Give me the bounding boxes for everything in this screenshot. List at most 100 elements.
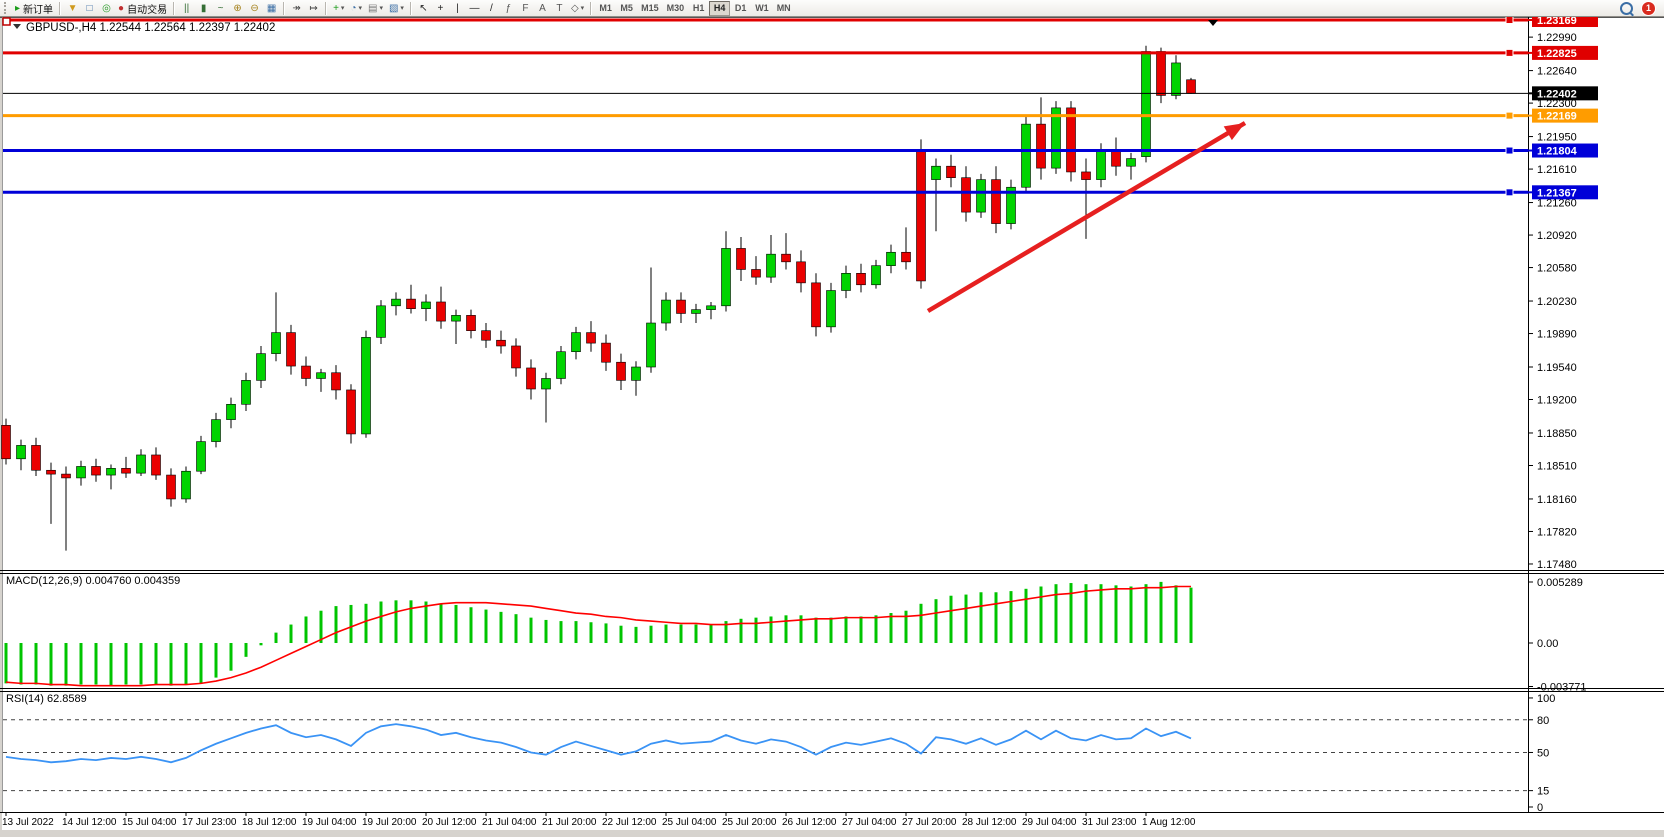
candle-body <box>601 342 611 363</box>
line-chart-icon[interactable]: ~ <box>212 1 229 16</box>
rsi-axis-label: 50 <box>1537 747 1549 759</box>
zoom-out-icon: ⊖ <box>250 2 259 14</box>
signals-icon: ◎ <box>102 2 111 14</box>
timeframe-button-h4[interactable]: H4 <box>709 0 731 16</box>
price-tick-label: 1.22990 <box>1537 32 1577 44</box>
chart-style-icon[interactable]: ▧ ▾ <box>386 1 407 16</box>
price-badge-label: 1.21367 <box>1537 187 1577 199</box>
candle-body <box>916 150 926 282</box>
crosshair-icon: + <box>437 2 444 14</box>
dropdown-caret-icon[interactable]: ▾ <box>358 5 362 12</box>
text-label-icon[interactable]: T <box>551 1 568 16</box>
candle-body <box>556 351 566 379</box>
indicators-icon: + <box>333 2 339 14</box>
timeframe-button-d1[interactable]: D1 <box>734 3 747 13</box>
vertical-line-icon[interactable]: | <box>449 1 466 16</box>
arrow-tools-icon[interactable]: ◇ ▾ <box>568 1 587 16</box>
dropdown-caret-icon[interactable]: ▾ <box>400 5 404 12</box>
signals-icon[interactable]: ◎ <box>98 1 115 16</box>
candle-body <box>346 389 356 435</box>
time-tick-label: 31 Jul 23:00 <box>1082 817 1137 828</box>
price-tick-label: 1.21610 <box>1537 164 1577 176</box>
line-handle[interactable] <box>1505 111 1514 120</box>
zoom-in-icon[interactable]: ⊕ <box>229 1 246 16</box>
trend-arrow-line[interactable] <box>926 121 1247 313</box>
horizontal-line-icon: — <box>469 2 480 14</box>
dropdown-caret-icon[interactable]: ▾ <box>379 5 383 12</box>
chart-shift-icon[interactable]: ↦ <box>305 1 322 16</box>
line-handle[interactable] <box>1505 188 1514 197</box>
zoom-out-icon[interactable]: ⊖ <box>246 1 263 16</box>
candle-body <box>661 299 671 324</box>
crosshair-icon[interactable]: + <box>432 1 449 16</box>
chart-title: GBPUSD-,H4 1.22544 1.22564 1.22397 1.224… <box>26 22 275 34</box>
history-data-icon[interactable]: ▼ <box>64 1 81 16</box>
new-order-button[interactable]: ▸ 新订单 <box>12 1 56 16</box>
autotrading-button[interactable]: ● 自动交易 <box>115 1 170 16</box>
timeframe-button-h1[interactable]: H1 <box>692 3 705 13</box>
candlestick-chart-icon[interactable]: ▮ <box>195 1 212 16</box>
line-handle[interactable] <box>1505 16 1514 25</box>
candle-body <box>871 265 881 286</box>
time-tick-label: 27 Jul 20:00 <box>902 817 957 828</box>
trend-arrow-head[interactable] <box>1223 123 1245 141</box>
toolbar-drag-handle[interactable] <box>4 2 10 14</box>
time-tick-label: 28 Jul 12:00 <box>962 817 1017 828</box>
search-icon[interactable] <box>1620 1 1633 15</box>
title-collapse-icon[interactable] <box>13 24 21 29</box>
indicators-icon[interactable]: + ▾ <box>330 1 347 16</box>
toolbar-separator <box>590 1 593 15</box>
price-badge <box>1532 45 1598 60</box>
window-bottom-edge <box>0 830 1664 837</box>
fibonacci-icon[interactable]: F <box>517 1 534 16</box>
price-tick-label: 1.17820 <box>1537 526 1577 538</box>
horizontal-line-icon[interactable]: — <box>466 1 483 16</box>
notification-badge[interactable]: 1 <box>1641 0 1656 16</box>
timeframe-button-m5[interactable]: M5 <box>620 3 633 13</box>
timeframe-button-m1[interactable]: M1 <box>599 3 612 13</box>
periods-icon: ◔ <box>350 2 357 14</box>
auto-scroll-icon[interactable]: ↠ <box>288 1 305 16</box>
new-chart-icon[interactable]: □ <box>81 1 98 16</box>
bar-chart-icon[interactable]: || <box>178 1 195 16</box>
dropdown-caret-icon[interactable]: ▾ <box>580 5 585 12</box>
chart-background[interactable] <box>2 17 1664 830</box>
time-tick-label: 19 Jul 04:00 <box>302 817 357 828</box>
dropdown-caret-icon[interactable]: ▾ <box>340 5 345 12</box>
timeframe-button-m15[interactable]: M15 <box>641 3 659 13</box>
periods-icon[interactable]: ◔ ▾ <box>347 1 365 16</box>
text-icon[interactable]: A <box>534 1 551 16</box>
trendline-icon[interactable]: / <box>483 1 500 16</box>
chart-window-icon[interactable] <box>2 17 11 26</box>
line-handle[interactable] <box>1505 146 1514 155</box>
price-tick-label: 1.19890 <box>1537 329 1577 341</box>
price-tick-label: 1.18850 <box>1537 428 1577 440</box>
price-badge <box>1532 108 1598 123</box>
chart-shift-marker[interactable] <box>1208 20 1218 26</box>
timeframe-button-w1[interactable]: W1 <box>755 3 769 13</box>
timeframe-button-mn[interactable]: MN <box>776 3 791 13</box>
line-chart-icon: ~ <box>217 2 224 14</box>
candle-body <box>271 332 281 354</box>
candle-body <box>136 454 146 474</box>
candle-body <box>646 322 656 368</box>
templates-icon[interactable]: ▤ ▾ <box>365 1 386 16</box>
price-tick-label: 1.22640 <box>1537 66 1577 78</box>
candle-body <box>796 261 806 284</box>
timeframe-button-m30[interactable]: M30 <box>666 3 685 13</box>
line-handle[interactable] <box>1505 48 1514 57</box>
time-tick-label: 13 Jul 2022 <box>2 817 54 828</box>
cursor-icon[interactable]: ↖ <box>415 1 432 16</box>
candle-body <box>781 253 791 263</box>
cycle-lines-icon[interactable]: ƒ <box>500 1 517 16</box>
macd-axis-label: -0.003771 <box>1537 681 1587 693</box>
time-tick-label: 19 Jul 20:00 <box>362 817 417 828</box>
candle-body <box>376 305 386 338</box>
price-tick-label: 1.21260 <box>1537 198 1577 210</box>
auto-scroll-icon: ↠ <box>292 2 301 14</box>
tile-windows-icon[interactable]: ▦ <box>263 1 280 16</box>
candle-body <box>391 298 401 307</box>
toolbar-separator <box>173 1 176 15</box>
candle-body <box>1036 123 1046 169</box>
